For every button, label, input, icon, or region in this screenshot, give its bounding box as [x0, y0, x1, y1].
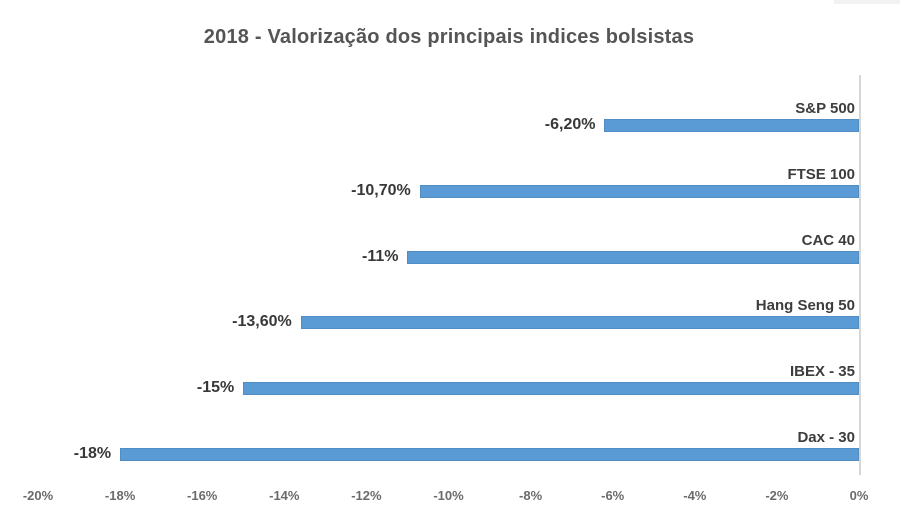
top-right-strip: [834, 0, 900, 4]
bar-category-label: Hang Seng 50: [755, 297, 855, 315]
bar-value-label: -13,60%: [232, 313, 292, 331]
x-axis-tick-label: -10%: [433, 488, 464, 503]
bar-value-label: -15%: [196, 379, 235, 397]
x-axis-tick-label: -6%: [601, 488, 625, 503]
x-axis-tick-label: -12%: [351, 488, 382, 503]
bar-value-label: -18%: [73, 445, 112, 462]
value-axis-line: [859, 75, 861, 475]
bar-category-label: CAC 40: [801, 231, 855, 249]
x-axis-tick-label: -18%: [104, 488, 136, 503]
x-axis-tick-label: -4%: [683, 488, 707, 503]
bar-cac-40: [407, 250, 859, 264]
chart-title: 2018 - Valorização dos principais indice…: [203, 26, 695, 48]
bar-value-label: -10,70%: [351, 181, 411, 199]
bar-category-label: S&P 500: [795, 99, 855, 117]
bar-category-label: IBEX - 35: [789, 363, 855, 381]
bar-ftse-100: [419, 184, 859, 198]
bar-s-p-500: [604, 118, 859, 132]
bar-category-label: FTSE 100: [787, 165, 855, 183]
x-axis-tick-label: -20%: [22, 488, 54, 503]
bar-hang-seng-50: [300, 316, 859, 330]
bar-category-label: Dax - 30: [797, 429, 855, 446]
x-axis-tick-label: -2%: [765, 488, 789, 503]
x-axis-tick-label: -16%: [187, 488, 218, 503]
x-axis-tick-label: 0%: [849, 488, 869, 503]
bar-value-label: -11%: [361, 247, 399, 265]
bar-ibex-35: [243, 382, 859, 396]
bar-value-label: -6,20%: [544, 115, 596, 133]
x-axis-tick-label: -14%: [269, 488, 300, 503]
x-axis-tick-label: -8%: [519, 488, 543, 503]
bar-dax-30: [120, 448, 859, 461]
